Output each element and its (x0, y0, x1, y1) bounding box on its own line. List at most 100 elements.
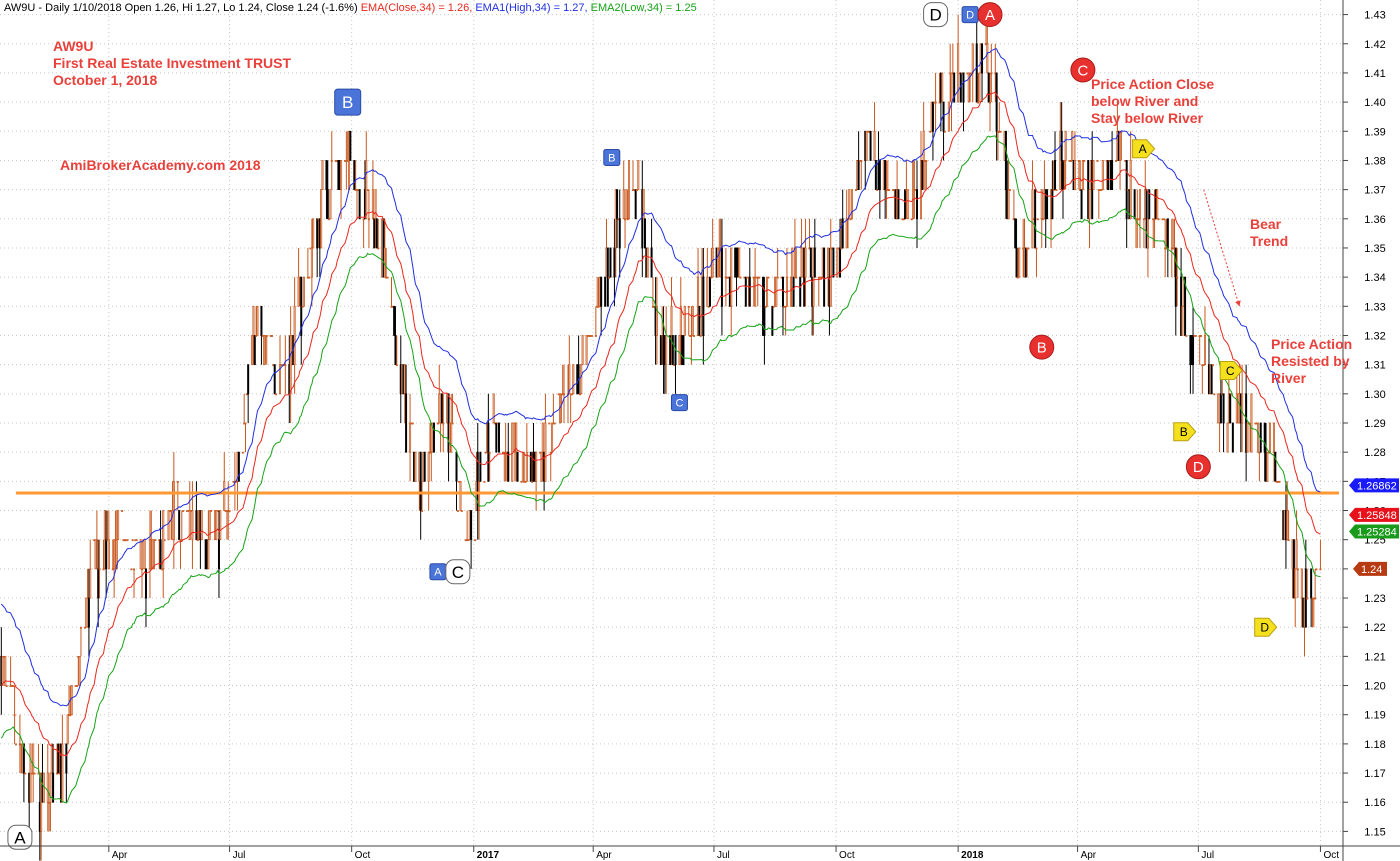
candle-body (799, 276, 802, 307)
candle-body (874, 160, 877, 191)
candle-body (377, 247, 380, 250)
candle-body (22, 743, 25, 774)
candle-body (69, 714, 72, 717)
candle-body (975, 43, 978, 103)
candle-body (971, 43, 974, 74)
candle-body (66, 714, 69, 745)
marker-label: D (1260, 621, 1269, 635)
candle-body (253, 335, 256, 366)
y-tick-label: 1.19 (1364, 710, 1385, 722)
candle-body (766, 276, 769, 307)
candle-body (581, 335, 584, 366)
candle-body (1063, 160, 1066, 162)
candle-body (535, 451, 538, 482)
candle-body (720, 247, 723, 307)
candle-body (46, 772, 49, 803)
y-tick-label: 1.22 (1364, 622, 1385, 634)
candle-body (24, 772, 27, 775)
y-tick-label: 1.34 (1364, 272, 1385, 284)
candle-body (1295, 539, 1298, 570)
candle-body (1080, 189, 1083, 220)
candle-body (1071, 130, 1074, 161)
candle-body (316, 218, 319, 249)
candle-body (479, 451, 482, 482)
candle-body (708, 276, 711, 307)
candle-body (374, 189, 377, 220)
candle-body (608, 276, 611, 279)
candle-body (1294, 568, 1297, 599)
candle-body (841, 218, 844, 249)
marker-c-white-round: C (445, 559, 471, 585)
candle-body (32, 743, 35, 774)
candle-body (1203, 335, 1206, 366)
marker-label: B (1180, 425, 1188, 439)
candle-body (1096, 160, 1099, 162)
candle-body (1314, 597, 1317, 600)
candle-body (107, 539, 110, 570)
candle-body (1306, 597, 1309, 600)
candle-body (1008, 189, 1011, 192)
marker-shape (977, 2, 1003, 28)
candle-body (1040, 189, 1043, 220)
candle-body (624, 218, 627, 221)
marker-shape (445, 559, 471, 585)
candle-body (635, 189, 638, 192)
candle-body (340, 160, 343, 191)
price-label-bg (1349, 478, 1399, 493)
candle-body (330, 160, 333, 162)
ema-lines (0, 48, 1321, 804)
candle-body (730, 247, 733, 307)
candle-body (1310, 568, 1313, 599)
candle-body (836, 247, 839, 278)
candle-body (515, 422, 518, 453)
candle-body (520, 480, 523, 483)
candle-body (544, 422, 547, 482)
marker-d-white-round: D (923, 2, 949, 28)
marker-label: A (434, 567, 442, 579)
marker-shape (1029, 334, 1055, 360)
candle-body (784, 305, 787, 308)
ema-low-line (0, 135, 1321, 804)
candle-body (854, 189, 857, 192)
bear-trend-annotation: Bear Trend (1250, 216, 1289, 249)
candle-body (1069, 160, 1072, 162)
candle-body (904, 189, 907, 220)
candle-body (1042, 218, 1045, 221)
candle-body (293, 305, 296, 366)
candle-body (541, 422, 544, 453)
marker-label: A (985, 7, 995, 24)
candle-body (312, 218, 315, 249)
candle-body (716, 247, 719, 278)
candle-body (1119, 130, 1122, 161)
candle-body (625, 189, 628, 220)
candle-body (1100, 189, 1103, 192)
marker-label: C (1077, 62, 1088, 79)
candle-body (865, 130, 868, 161)
candle-body (33, 772, 36, 775)
candle-body (320, 189, 323, 249)
candle-body (421, 510, 424, 512)
candle-body (460, 510, 463, 512)
candle-body (978, 72, 981, 103)
candle-body (1092, 160, 1095, 191)
candle-body (748, 276, 751, 307)
candle-body (117, 510, 120, 541)
price-label-bg (1353, 561, 1387, 576)
marker-c-yellow-tag: C (1219, 360, 1243, 380)
x-tick-label: Apr (1081, 850, 1097, 861)
candle-body (906, 189, 909, 220)
marker-shape (1254, 617, 1278, 637)
price-label-3: 1.24 (1353, 561, 1387, 576)
candle-body (271, 335, 274, 337)
candle-body (393, 305, 396, 336)
candle-body (840, 247, 843, 250)
candle-body (525, 451, 528, 482)
marker-a-white-round: A (7, 824, 33, 850)
candle-body (386, 276, 389, 279)
candle-body (308, 276, 311, 279)
bear-arrow-line (1203, 189, 1240, 307)
candle-body (228, 510, 231, 512)
candle-body (929, 130, 932, 133)
candle-body (49, 772, 52, 803)
